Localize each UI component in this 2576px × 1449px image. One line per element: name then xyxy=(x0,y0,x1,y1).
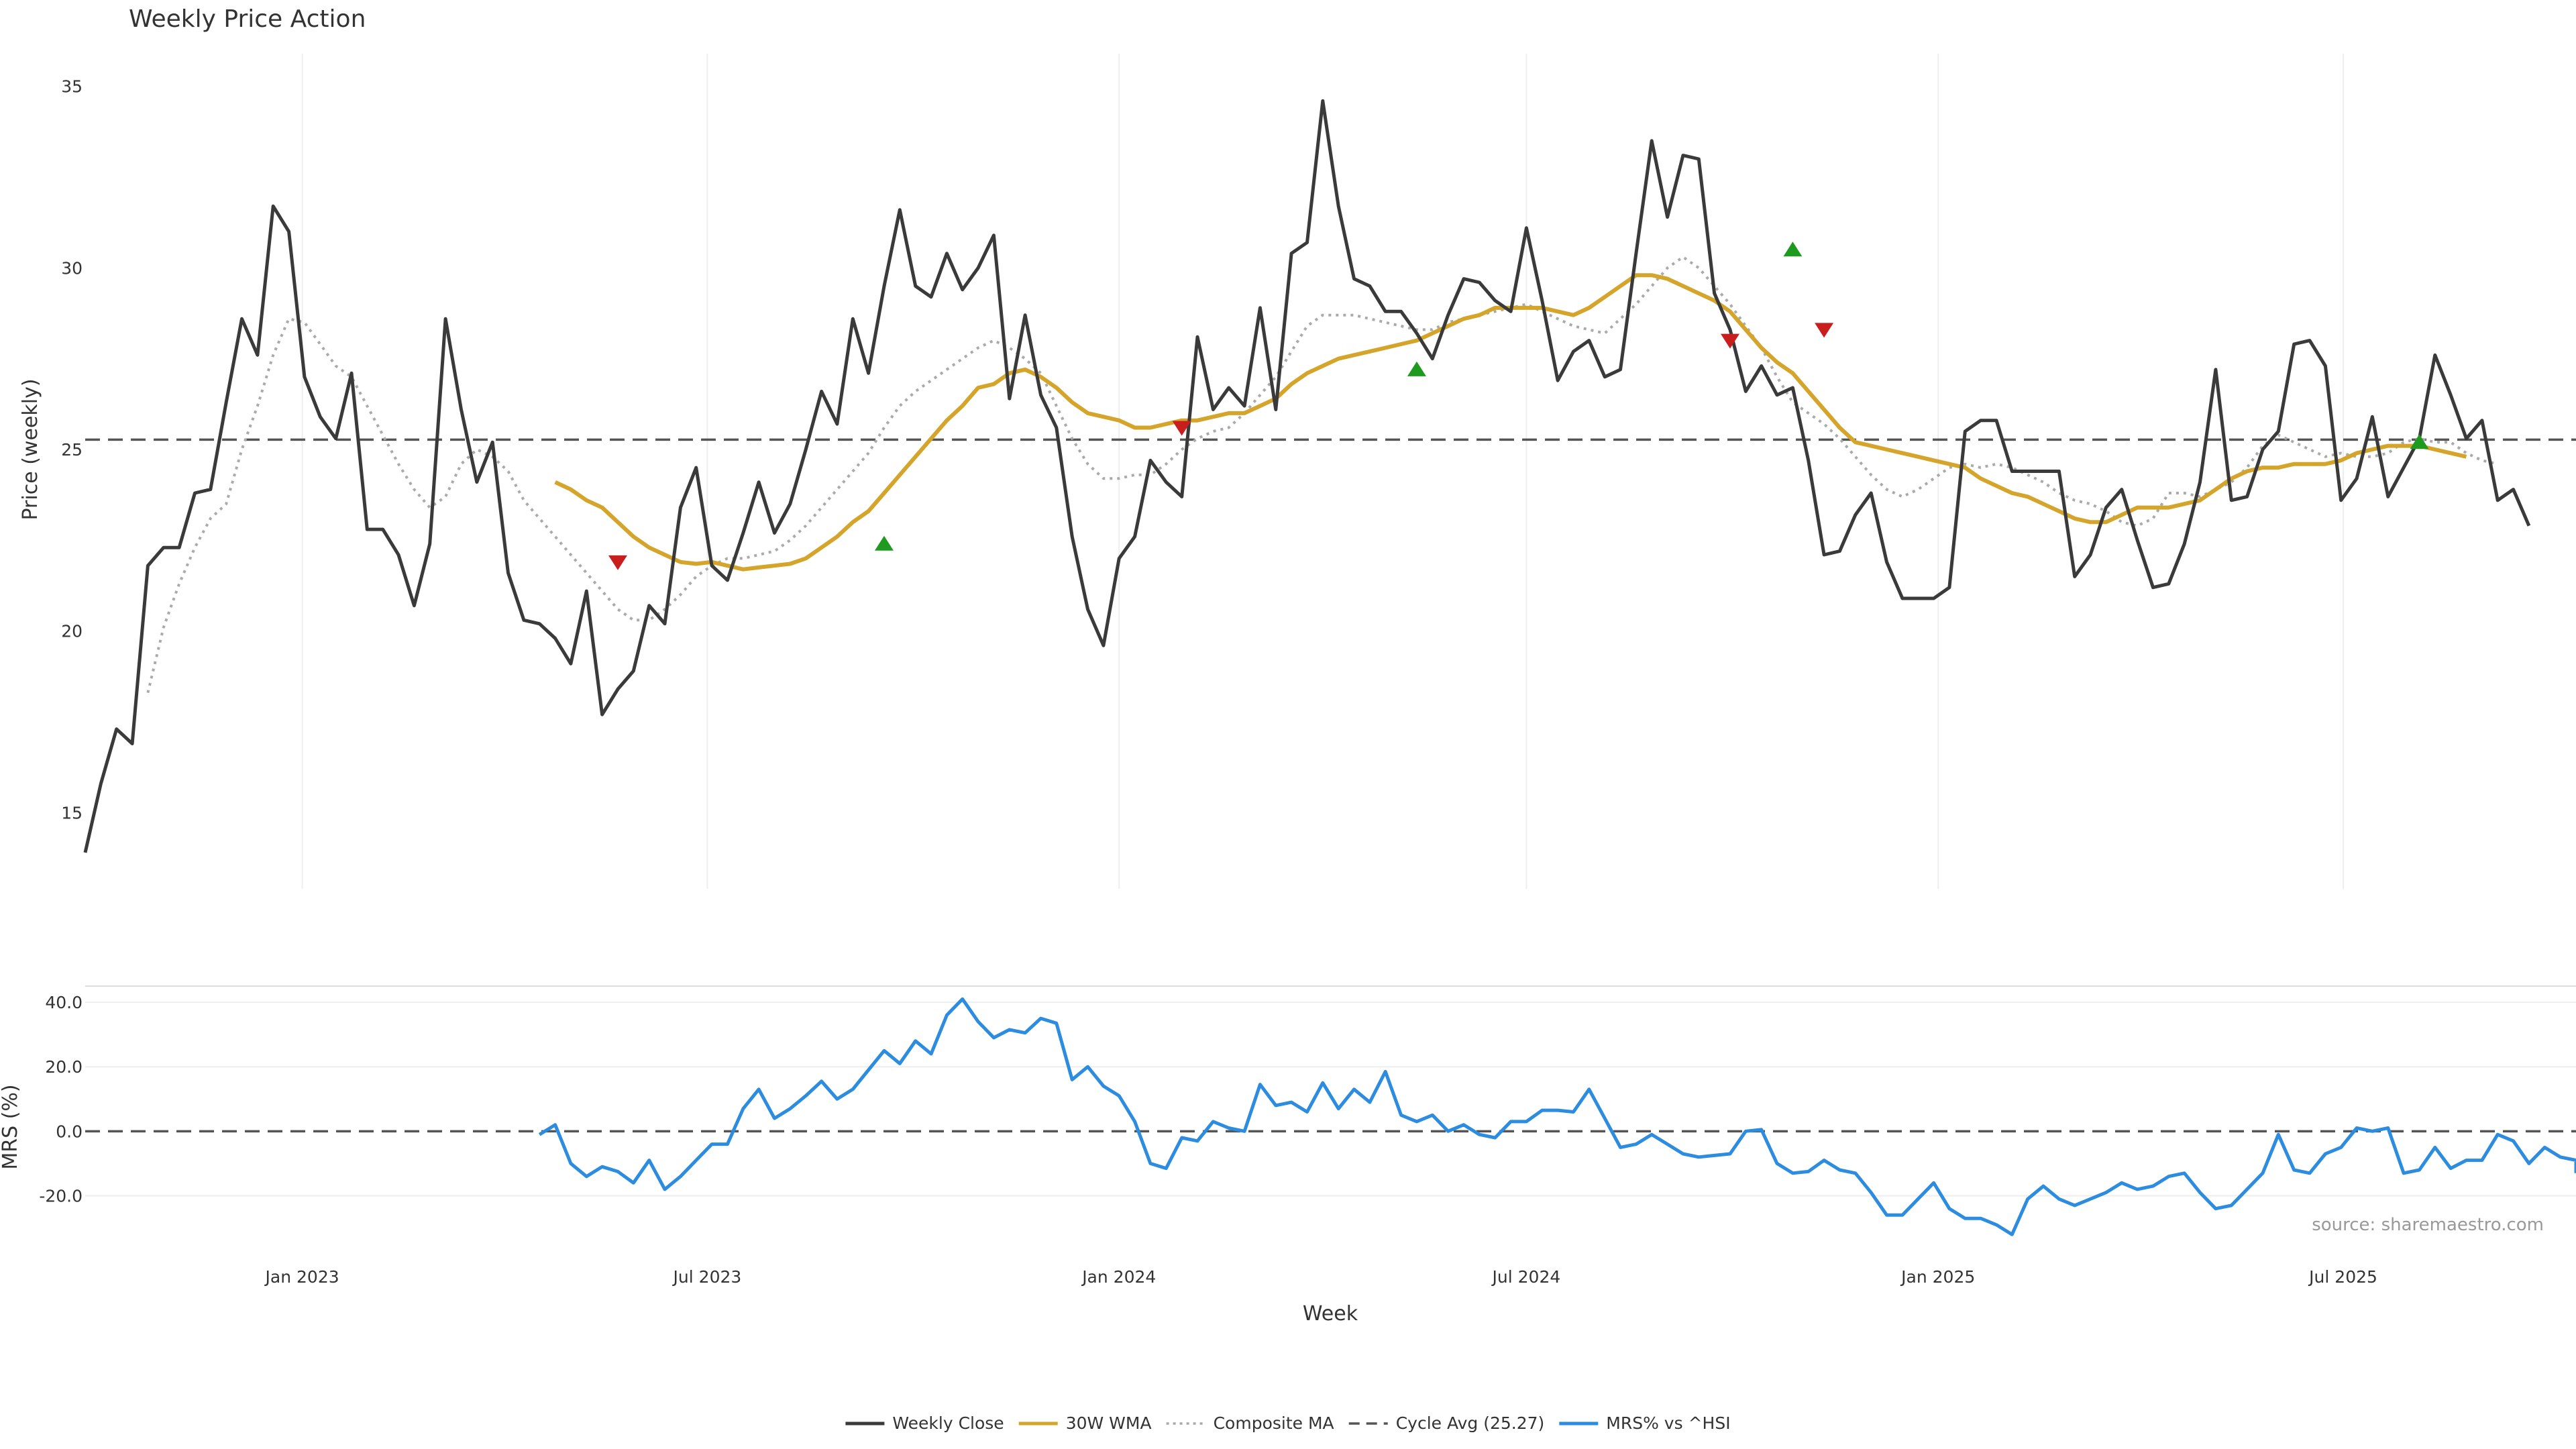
mrs-y-tick-label: 0.0 xyxy=(56,1122,83,1141)
x-tick-label: Jan 2023 xyxy=(264,1267,339,1287)
wma-30w-line xyxy=(554,273,2467,572)
buy-signal-marker xyxy=(1783,241,1803,257)
x-ticks: Jan 2023 Jul 2023 Jan 2024 Jul 2024 Jan 2025… xyxy=(264,1267,2377,1287)
signal-markers xyxy=(608,241,2429,570)
sell-signal-marker xyxy=(1815,323,1834,338)
mrs-y-tick-label: 40.0 xyxy=(45,993,83,1012)
legend-label: 30W WMA xyxy=(1066,1413,1152,1433)
legend-label: MRS% vs ^HSI xyxy=(1606,1413,1730,1433)
legend-label: Cycle Avg (25.27) xyxy=(1396,1413,1545,1433)
sell-signal-marker xyxy=(1720,333,1739,349)
mrs-y-tick-label: -20.0 xyxy=(39,1187,83,1206)
mrs-line xyxy=(538,997,2576,1236)
price-y-ticks: 15 20 25 30 35 xyxy=(61,77,83,823)
x-tick-label: Jan 2024 xyxy=(1081,1267,1156,1287)
legend-item: Weekly Close xyxy=(845,1413,1004,1433)
legend-label: Composite MA xyxy=(1214,1413,1334,1433)
buy-signal-marker xyxy=(874,535,894,551)
mrs-y-tick-label: 20.0 xyxy=(45,1057,83,1077)
buy-signal-marker xyxy=(1407,361,1426,376)
source-note: source: sharemaestro.com xyxy=(2312,1215,2544,1235)
legend-item: Cycle Avg (25.27) xyxy=(1348,1413,1545,1433)
x-tick-label: Jul 2023 xyxy=(672,1267,742,1287)
sell-signal-marker xyxy=(1172,421,1191,436)
x-tick-label: Jul 2024 xyxy=(1491,1267,1561,1287)
x-axis-label: Week xyxy=(1303,1302,1358,1326)
price-panel-grid xyxy=(301,54,2345,889)
legend-label: Weekly Close xyxy=(892,1413,1004,1433)
legend-item: MRS% vs ^HSI xyxy=(1559,1413,1731,1433)
mrs-y-ticks: 40.0 20.0 0.0 -20.0 xyxy=(39,993,83,1205)
legend-item: 30W WMA xyxy=(1018,1413,1152,1433)
legend: Weekly Close 30W WMA Composite MA Cycle Avg… xyxy=(845,1413,1731,1433)
chart-title: Weekly Price Action xyxy=(129,5,366,33)
mrs-y-axis-label: MRS (%) xyxy=(0,1084,22,1169)
mrs-panel-grid xyxy=(85,985,2576,1197)
price-y-tick-label: 20 xyxy=(61,622,83,641)
x-tick-label: Jan 2025 xyxy=(1900,1267,1975,1287)
price-y-axis-label: Price (weekly) xyxy=(19,378,42,520)
x-tick-label: Jul 2025 xyxy=(2308,1267,2377,1287)
buy-signal-marker xyxy=(2410,434,2429,449)
weekly-close-line xyxy=(83,99,2531,853)
price-y-tick-label: 25 xyxy=(61,440,83,460)
price-y-tick-label: 35 xyxy=(61,77,83,97)
price-y-tick-label: 30 xyxy=(61,258,83,278)
sell-signal-marker xyxy=(608,555,627,570)
price-y-tick-label: 15 xyxy=(61,803,83,822)
composite-ma-line xyxy=(146,255,2498,694)
legend-item: Composite MA xyxy=(1166,1413,1334,1433)
